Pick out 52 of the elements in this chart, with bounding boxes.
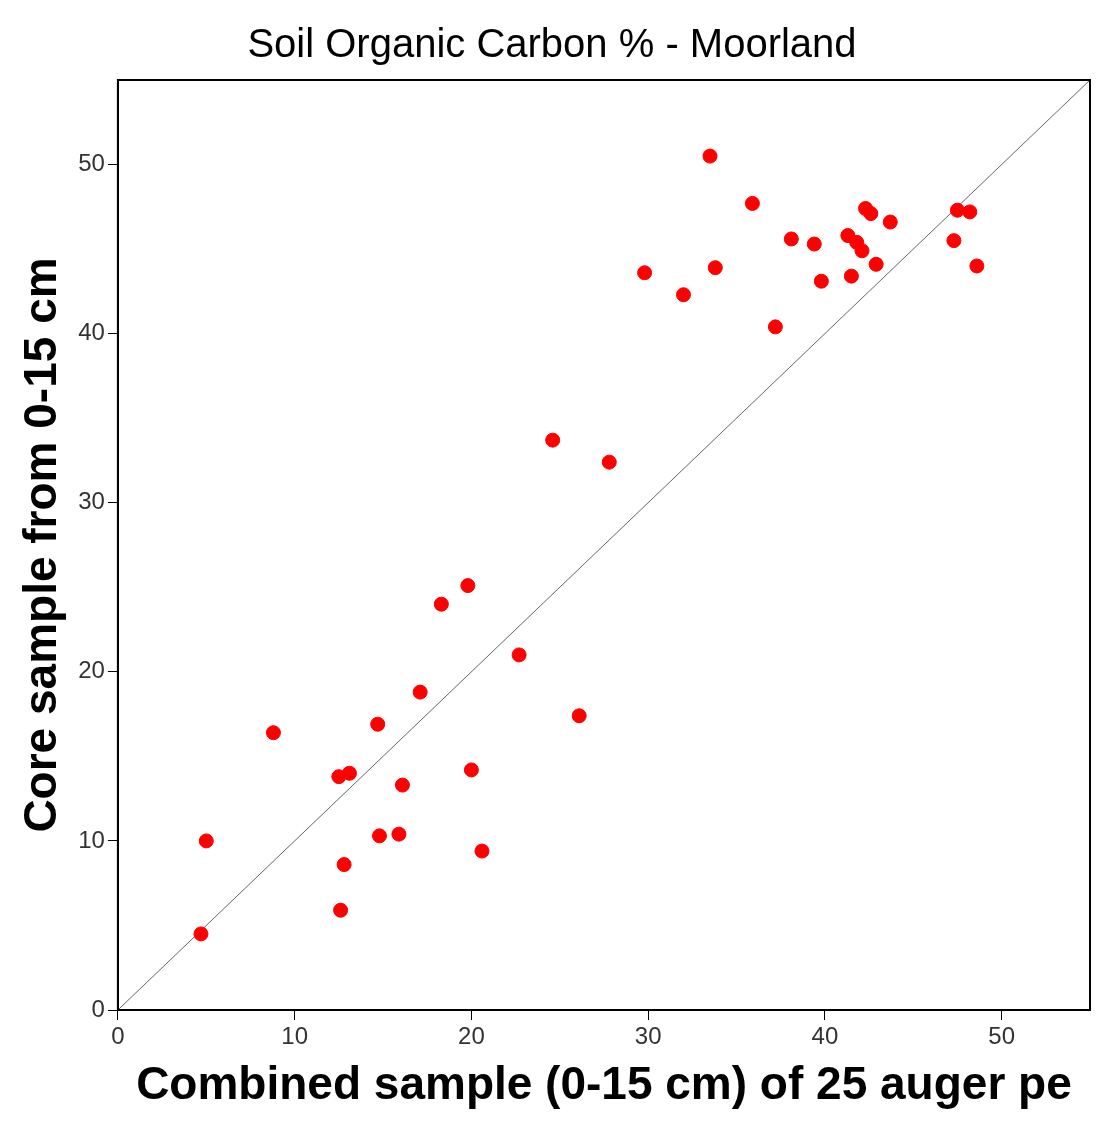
point [545,432,561,448]
point [675,287,691,303]
y-axis-title: Core sample from 0-15 cm [14,257,67,833]
point [370,716,386,732]
point [394,777,410,793]
point [702,148,718,164]
x-tick-label: 40 [811,1022,839,1050]
point [767,319,783,335]
point [863,206,879,222]
y-tick-label: 50 [78,149,105,177]
point [882,214,898,230]
point [843,268,859,284]
point [949,202,965,218]
point [474,843,490,859]
point [783,231,799,247]
point [460,578,476,594]
point [511,647,527,663]
point [637,265,653,281]
point [868,256,884,272]
point [463,762,479,778]
y-tick-label: 40 [78,318,105,346]
point [412,684,428,700]
point [391,826,407,842]
point [571,708,587,724]
x-tick-label: 20 [458,1022,485,1050]
y-tick-label: 30 [78,487,105,515]
y-tick-label: 0 [91,994,105,1022]
point [198,833,214,849]
y-tick-label: 20 [78,656,105,684]
x-tick-label: 50 [988,1022,1015,1050]
point [744,195,760,211]
point [806,236,822,252]
point [371,828,387,844]
point [341,765,357,781]
x-tick-label: 10 [281,1022,308,1050]
point [193,926,209,942]
point [601,454,617,470]
point [707,260,723,276]
point [433,596,449,612]
y-tick-label: 10 [78,825,105,853]
x-tick-label: 0 [111,1022,125,1050]
point [333,902,349,918]
point [946,233,962,249]
point [265,725,281,741]
chart-title: Soil Organic Carbon % - Moorland [247,21,857,66]
point [962,204,978,220]
x-axis-title: Combined sample (0-15 cm) of 25 auger pe [136,1057,1072,1110]
point [813,273,829,289]
x-tick-label: 30 [634,1022,662,1050]
point [336,857,352,873]
point [854,243,870,259]
point [969,258,985,274]
